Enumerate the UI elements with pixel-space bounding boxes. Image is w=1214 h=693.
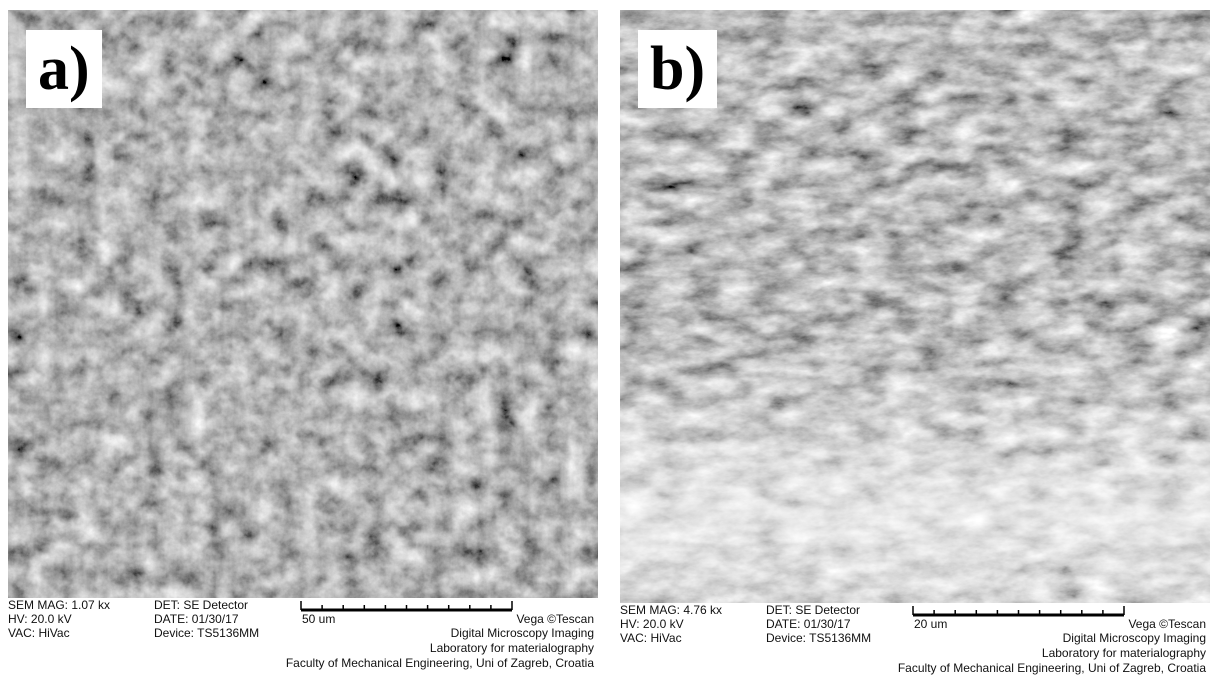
info-det: DET: SE Detector: [154, 598, 249, 612]
info-hv: HV: 20.0 kV: [8, 612, 72, 626]
info-lab3: Faculty of Mechanical Engineering, Uni o…: [897, 661, 1206, 675]
info-vendor: Vega ©Tescan: [516, 612, 594, 626]
sem-image: [620, 10, 1210, 603]
panel-a: a) SEM MAG: 1.07 kx HV: 20.0 kV VAC: HiVac…: [8, 10, 598, 691]
info-date: DATE: 01/30/17: [154, 612, 239, 626]
info-det: DET: SE Detector: [766, 603, 861, 617]
info-hv: HV: 20.0 kV: [620, 617, 684, 631]
info-vac: VAC: HiVac: [8, 626, 70, 640]
info-lab1: Digital Microscopy Imaging: [1062, 631, 1206, 645]
info-mag: SEM MAG: 1.07 kx: [8, 598, 111, 612]
info-lab2: Laboratory for materialography: [1041, 646, 1206, 660]
sem-image: [8, 10, 598, 598]
info-vendor: Vega ©Tescan: [1128, 617, 1206, 631]
info-lab1: Digital Microscopy Imaging: [450, 626, 594, 640]
info-vac: VAC: HiVac: [620, 631, 682, 645]
info-bar: SEM MAG: 1.07 kx HV: 20.0 kV VAC: HiVac DET…: [8, 598, 598, 688]
panel-b: b) SEM MAG: 4.76 kx HV: 20.0 kV VAC: HiVac…: [620, 10, 1210, 691]
info-scale: 50 um: [302, 612, 336, 626]
info-lab3: Faculty of Mechanical Engineering, Uni o…: [285, 656, 594, 670]
info-device: Device: TS5136MM: [154, 626, 260, 640]
info-date: DATE: 01/30/17: [766, 617, 851, 631]
panel-label: a): [26, 30, 102, 108]
info-mag: SEM MAG: 4.76 kx: [620, 603, 723, 617]
info-scale: 20 um: [914, 617, 948, 631]
panel-label: b): [638, 30, 718, 108]
scale-bar: [300, 601, 513, 612]
info-lab2: Laboratory for materialography: [429, 641, 594, 655]
info-bar: SEM MAG: 4.76 kx HV: 20.0 kV VAC: HiVac DET…: [620, 603, 1210, 693]
scale-bar: [912, 606, 1125, 617]
info-device: Device: TS5136MM: [766, 631, 872, 645]
